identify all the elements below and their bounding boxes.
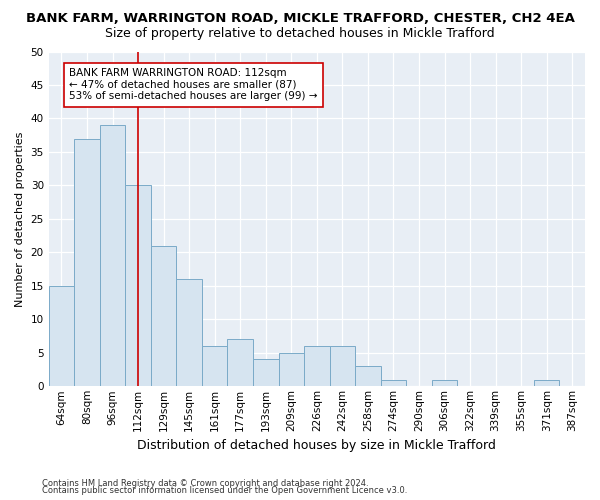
Bar: [74, 138, 100, 386]
X-axis label: Distribution of detached houses by size in Mickle Trafford: Distribution of detached houses by size …: [137, 440, 496, 452]
Text: Contains HM Land Registry data © Crown copyright and database right 2024.: Contains HM Land Registry data © Crown c…: [42, 478, 368, 488]
Bar: [355, 366, 380, 386]
Bar: [432, 380, 457, 386]
Bar: [202, 346, 227, 387]
Bar: [329, 346, 355, 387]
Bar: [227, 340, 253, 386]
Bar: [253, 360, 278, 386]
Bar: [278, 353, 304, 386]
Bar: [100, 125, 125, 386]
Y-axis label: Number of detached properties: Number of detached properties: [15, 131, 25, 306]
Text: Contains public sector information licensed under the Open Government Licence v3: Contains public sector information licen…: [42, 486, 407, 495]
Text: BANK FARM, WARRINGTON ROAD, MICKLE TRAFFORD, CHESTER, CH2 4EA: BANK FARM, WARRINGTON ROAD, MICKLE TRAFF…: [26, 12, 574, 26]
Bar: [534, 380, 559, 386]
Bar: [304, 346, 329, 387]
Text: Size of property relative to detached houses in Mickle Trafford: Size of property relative to detached ho…: [105, 28, 495, 40]
Bar: [125, 186, 151, 386]
Bar: [176, 279, 202, 386]
Text: BANK FARM WARRINGTON ROAD: 112sqm
← 47% of detached houses are smaller (87)
53% : BANK FARM WARRINGTON ROAD: 112sqm ← 47% …: [69, 68, 317, 102]
Bar: [49, 286, 74, 386]
Bar: [380, 380, 406, 386]
Bar: [151, 246, 176, 386]
